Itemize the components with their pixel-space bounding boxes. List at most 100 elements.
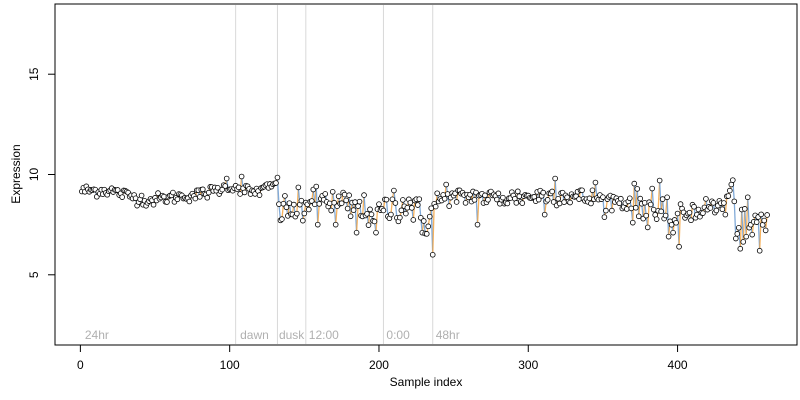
data-point (737, 245, 744, 252)
data-point (576, 196, 582, 202)
data-point (432, 203, 439, 210)
data-point (114, 187, 121, 193)
data-point (674, 210, 681, 217)
data-point (367, 206, 373, 213)
data-point (732, 235, 739, 242)
data-point (758, 211, 764, 218)
data-point (328, 207, 335, 214)
data-point (588, 200, 594, 207)
data-point (346, 192, 352, 198)
data-point (623, 206, 630, 212)
data-point (700, 210, 706, 216)
data-point (515, 188, 521, 195)
data-point (707, 205, 714, 211)
data-point (500, 194, 506, 201)
data-point (485, 196, 491, 203)
series-segment (476, 195, 480, 225)
data-point (749, 231, 756, 238)
data-point (407, 199, 414, 206)
data-point (725, 193, 732, 199)
data-point (414, 202, 421, 208)
data-point (729, 177, 736, 183)
data-point (556, 200, 563, 207)
data-point (631, 180, 638, 187)
data-point (298, 197, 305, 204)
data-point (204, 194, 211, 201)
data-point (727, 187, 733, 194)
data-point (659, 196, 666, 202)
data-point (331, 199, 337, 206)
data-point (388, 211, 394, 218)
data-point (344, 205, 351, 212)
data-point (279, 216, 285, 222)
x-tick-label: 400 (668, 358, 688, 372)
data-point (632, 204, 639, 211)
data-point (425, 223, 432, 230)
x-tick-label: 200 (369, 358, 389, 372)
annotation-label: 24hr (85, 328, 109, 342)
data-point (286, 200, 293, 206)
data-point (338, 200, 345, 206)
annotation-label: dawn (240, 328, 269, 342)
data-point (429, 251, 436, 258)
data-point (616, 200, 623, 207)
data-point (676, 243, 682, 250)
data-point (686, 209, 693, 216)
data-point (273, 180, 279, 186)
data-point (368, 211, 375, 218)
series-segment (759, 214, 762, 251)
data-point (409, 205, 415, 211)
data-point (403, 210, 409, 217)
data-point (300, 217, 306, 224)
data-point (400, 197, 406, 203)
data-point (392, 200, 399, 206)
vertical-marker-lines (235, 5, 434, 344)
data-point (200, 186, 206, 193)
data-point (668, 221, 675, 228)
data-point (665, 233, 672, 240)
data-point (350, 207, 357, 213)
data-point (237, 191, 243, 197)
y-tick-label: 5 (27, 271, 41, 278)
data-point (282, 193, 288, 199)
data-point (753, 219, 760, 225)
data-point (561, 199, 567, 205)
data-point (471, 197, 478, 203)
data-point (256, 192, 263, 198)
data-point (295, 184, 302, 191)
data-point (280, 200, 287, 207)
data-point (552, 175, 558, 182)
series-segment (678, 204, 682, 247)
data-point (644, 224, 651, 231)
series-segment (554, 178, 558, 206)
data-point (274, 174, 281, 181)
data-point (138, 192, 145, 199)
data-point (703, 196, 709, 202)
data-point (373, 229, 379, 236)
data-point (586, 195, 593, 202)
data-point (380, 207, 387, 214)
data-point (519, 200, 526, 206)
data-point (329, 189, 336, 195)
data-point (235, 184, 242, 191)
data-point (398, 207, 405, 214)
data-point (762, 227, 769, 234)
data-point (603, 207, 609, 214)
data-point (740, 239, 747, 245)
series-segment (659, 180, 662, 212)
data-point (513, 200, 520, 206)
data-point (721, 200, 727, 206)
data-point (283, 204, 290, 211)
data-point (192, 195, 199, 202)
y-axis: 5 10 15 (27, 67, 56, 278)
data-point (305, 206, 312, 213)
data-point (710, 200, 717, 206)
data-point (722, 211, 729, 218)
y-tick-label: 15 (27, 67, 41, 81)
data-point (495, 190, 502, 197)
x-axis: 0 100 200 300 400 (77, 344, 688, 372)
data-point (291, 201, 297, 208)
data-point (741, 206, 748, 212)
series-segment (317, 203, 320, 225)
